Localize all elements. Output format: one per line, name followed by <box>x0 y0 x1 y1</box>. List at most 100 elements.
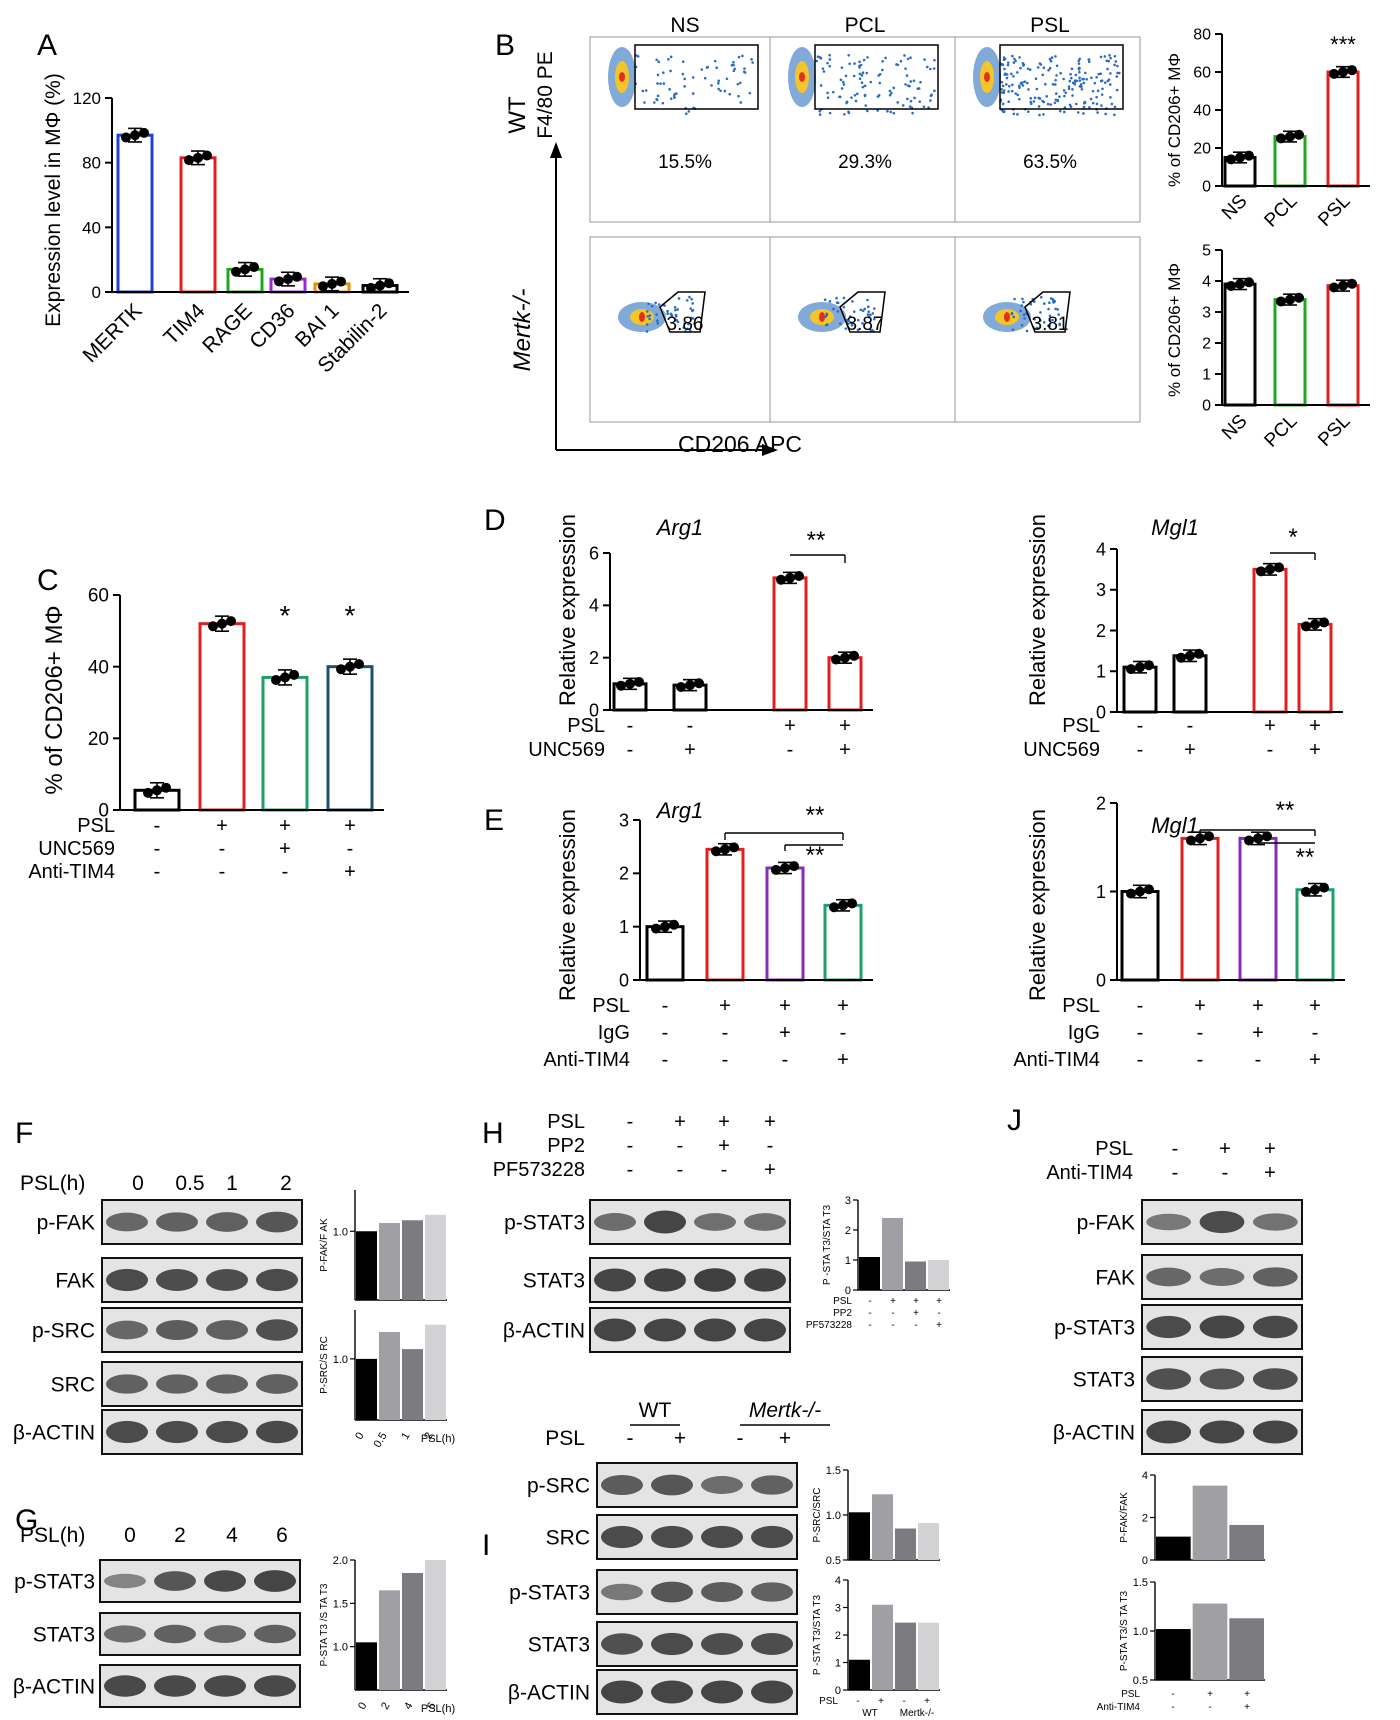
e-mgl-sign: + <box>1309 1049 1321 1071</box>
g-time-label: 4 <box>226 1524 238 1547</box>
b-event-dot <box>1020 304 1024 307</box>
b-event-dot <box>859 63 863 67</box>
b-ko-data-point <box>1347 278 1357 289</box>
i-sign: - <box>737 1427 744 1450</box>
g-band <box>104 1625 146 1643</box>
b-event-dot <box>668 88 671 91</box>
y-tick-label: 40 <box>1193 103 1211 120</box>
h-row-label: PF573228 <box>493 1159 585 1181</box>
h-q-bar <box>859 1257 880 1290</box>
b-event-dot <box>838 322 842 325</box>
i-band <box>601 1583 643 1601</box>
b-yaxis-label: F4/80 PE <box>534 51 557 139</box>
b-event-dot <box>1078 70 1081 74</box>
e-mgl-sign: + <box>1309 995 1321 1017</box>
h-quant-row: PP2 <box>833 1308 852 1319</box>
b-event-dot <box>690 297 693 301</box>
y-tick-label: 1 <box>619 917 629 937</box>
b-event-dot <box>1104 112 1107 116</box>
b-event-dot <box>1013 297 1016 301</box>
f-time-label: 0 <box>132 1172 144 1195</box>
y-tick-label: 60 <box>88 586 109 607</box>
panel-letter-b: B <box>495 29 515 62</box>
b-event-dot <box>645 330 649 333</box>
f-header: PSL(h) <box>20 1172 85 1195</box>
e-arg-sign: - <box>722 1049 729 1071</box>
b-event-dot <box>930 93 933 97</box>
b-event-dot <box>1012 61 1016 64</box>
d-arg-sign: + <box>784 715 796 737</box>
b-event-dot <box>1042 302 1046 305</box>
b-event-dot <box>655 313 658 316</box>
b-event-dot <box>1037 96 1040 100</box>
d-mgl1-bar <box>1122 665 1158 714</box>
b-event-dot <box>911 111 914 115</box>
b-event-dot <box>828 58 832 61</box>
b-event-dot <box>719 89 722 93</box>
b-event-dot <box>1005 73 1009 76</box>
b-event-dot <box>690 316 693 320</box>
j-band <box>1199 1210 1245 1234</box>
d-ylabel: Relative expression <box>1025 514 1050 706</box>
f-band <box>206 1212 248 1232</box>
y-tick-label: 4 <box>589 596 599 616</box>
b-event-dot <box>847 53 851 57</box>
j-row-label: PSL <box>1095 1138 1133 1160</box>
b-event-dot <box>1000 63 1004 66</box>
b-event-dot <box>841 80 845 84</box>
a-data-point <box>193 152 203 163</box>
b-event-dot <box>1071 81 1075 85</box>
i-sign: - <box>627 1427 634 1450</box>
b-event-dot <box>899 59 903 63</box>
e-mgl-sign: - <box>1312 1022 1319 1044</box>
b-event-dot <box>851 300 854 303</box>
b-event-dot <box>906 57 910 61</box>
h-band <box>644 1210 686 1234</box>
f-time-label: 2 <box>280 1172 292 1195</box>
b-event-dot <box>905 74 909 77</box>
b-bar-category: NS <box>1218 411 1252 445</box>
f-time-label: 1 <box>226 1172 238 1195</box>
g-time-label: 0 <box>124 1524 136 1547</box>
d-mgl1-data-point <box>1185 650 1195 661</box>
b-ko-data-point <box>1226 280 1236 291</box>
b-event-dot <box>822 70 826 73</box>
b-event-dot <box>873 317 876 321</box>
b-event-dot <box>923 58 926 61</box>
b-event-dot <box>1010 72 1013 76</box>
c-data-point <box>336 664 346 675</box>
f-q2-ylabel: P-SRC/S RC <box>319 1336 330 1394</box>
e-arg-sign: - <box>662 1022 669 1044</box>
i-band <box>651 1680 693 1704</box>
d-arg1-data-point <box>794 570 804 581</box>
c-bar <box>261 675 309 812</box>
a-bar <box>179 156 217 294</box>
b-event-dot <box>866 56 869 59</box>
e-mgl1-data-point <box>1301 886 1311 897</box>
a-data-point <box>249 262 259 273</box>
b-event-dot <box>863 94 867 98</box>
i-band-label: p-SRC <box>527 1475 590 1498</box>
b-event-dot <box>647 302 650 306</box>
b-event-dot <box>1044 82 1047 86</box>
b-event-dot <box>673 96 676 99</box>
y-tick-label: 6 <box>589 543 599 563</box>
j-band <box>1146 1368 1192 1390</box>
d-arg1-data-point <box>694 678 704 689</box>
b-event-dot <box>1067 87 1071 91</box>
i-band <box>701 1525 743 1549</box>
b-ko-data-point <box>1235 279 1245 290</box>
i-band <box>751 1582 793 1602</box>
b-ko-data-point <box>1294 292 1304 303</box>
d-arg-sign: - <box>627 739 634 761</box>
b-event-dot <box>1078 79 1082 82</box>
b-event-dot <box>1100 93 1104 96</box>
e-mgl-sign: + <box>1252 1022 1264 1044</box>
b-event-dot <box>925 65 929 69</box>
a-data-point <box>384 278 394 289</box>
b-event-dot <box>1033 96 1037 100</box>
d-gene-arg1: Arg1 <box>655 515 703 540</box>
h-sign: + <box>718 1111 730 1133</box>
b-event-dot <box>1002 89 1006 92</box>
b-wt-data-point <box>1329 68 1339 79</box>
